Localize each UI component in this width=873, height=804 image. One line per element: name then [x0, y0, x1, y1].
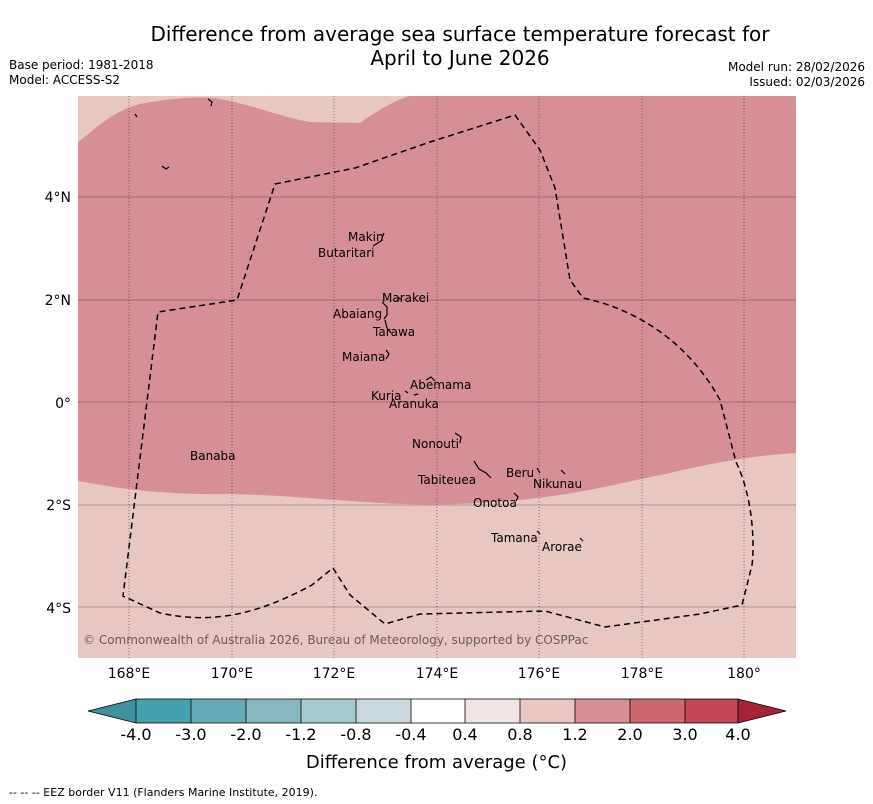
colorbar-swatch	[246, 699, 301, 723]
model-run: Model run: 28/02/2026	[727, 60, 865, 74]
colorbar-tick: -0.4	[395, 725, 426, 744]
map-panel: Makin Butaritari Marakei Abaiang Tarawa …	[78, 96, 796, 658]
colorbar-tick: 4.0	[725, 725, 750, 744]
place-label: Makin	[348, 230, 384, 244]
place-label: Arorae	[542, 540, 582, 554]
lon-tick-label: 168°E	[108, 666, 151, 682]
place-label: Beru	[506, 466, 534, 480]
colorbar-low-extend	[88, 699, 136, 723]
longitude-axis: 168°E 170°E 172°E 174°E 176°E 178°E 180°	[108, 666, 761, 682]
place-label: Maiana	[342, 350, 385, 364]
lat-tick-label: 4°N	[45, 190, 71, 206]
meta-right: Model run: 28/02/2026 Issued: 02/03/2026	[728, 60, 865, 90]
place-label: Nonouti	[412, 437, 459, 451]
place-label: Nikunau	[533, 477, 582, 491]
colorbar: -4.0 -3.0 -2.0 -1.2 -0.8 -0.4 0.4 0.8 1.…	[87, 698, 787, 744]
place-label: Tamana	[490, 531, 538, 545]
colorbar-outline	[87, 698, 787, 724]
colorbar-swatch	[411, 699, 465, 723]
lon-tick-label: 170°E	[211, 666, 254, 682]
colorbar-tick: 0.4	[452, 725, 477, 744]
colorbar-high-extend	[738, 699, 786, 723]
eez-border	[122, 114, 754, 628]
colorbar-tick: 0.8	[507, 725, 532, 744]
model-name: Model: ACCESS-S2	[9, 73, 121, 87]
colorbar-swatch	[465, 699, 520, 723]
colorbar-tick: -4.0	[120, 725, 151, 744]
colorbar-swatch	[630, 699, 685, 723]
colorbar-tick: -3.0	[175, 725, 206, 744]
lon-tick-label: 178°E	[621, 666, 664, 682]
place-label: Onotoa	[473, 496, 517, 510]
eez-legend-note: -- -- -- EEZ border V11 (Flanders Marine…	[9, 786, 318, 799]
colorbar-swatch	[575, 699, 630, 723]
map-title: Difference from average sea surface temp…	[80, 22, 840, 70]
place-label: Abemama	[410, 378, 471, 392]
base-period: Base period: 1981-2018	[9, 58, 154, 72]
colorbar-tick: -1.2	[285, 725, 316, 744]
colorbar-swatch	[356, 699, 411, 723]
place-label: Kuria	[371, 389, 402, 403]
place-label: Butaritari	[318, 246, 375, 260]
colorbar-swatch	[191, 699, 246, 723]
place-label: Banaba	[190, 449, 236, 463]
place-labels: Makin Butaritari Marakei Abaiang Tarawa …	[190, 230, 582, 554]
colorbar-tick: -2.0	[230, 725, 261, 744]
colorbar-tick: -0.8	[340, 725, 371, 744]
colorbar-swatch	[685, 699, 738, 723]
place-label: Abaiang	[333, 307, 382, 321]
place-label: Tabiteuea	[417, 473, 476, 487]
map-title-line2: April to June 2026	[370, 46, 550, 70]
lat-tick-label: 2°N	[45, 293, 71, 309]
copyright-notice: © Commonwealth of Australia 2026, Bureau…	[83, 633, 588, 647]
colorbar-tick-labels: -4.0 -3.0 -2.0 -1.2 -0.8 -0.4 0.4 0.8 1.…	[120, 725, 750, 744]
colorbar-tick: 1.2	[562, 725, 587, 744]
lat-tick-label: 2°S	[46, 498, 71, 514]
lat-tick-label: 4°S	[46, 601, 71, 617]
lon-tick-label: 180°	[727, 666, 761, 682]
longitude-gridlines	[128, 96, 745, 658]
meta-left: Base period: 1981-2018 Model: ACCESS-S2	[9, 58, 154, 88]
colorbar-swatch	[520, 699, 575, 723]
map-title-line1: Difference from average sea surface temp…	[150, 22, 770, 46]
place-label: Aranuka	[389, 397, 439, 411]
place-label: Tarawa	[372, 325, 415, 339]
colorbar-title: Difference from average (°C)	[305, 752, 568, 773]
colorbar-tick: 3.0	[672, 725, 697, 744]
place-label: Marakei	[382, 291, 429, 305]
latitude-axis: 4°N 2°N 0° 2°S 4°S	[45, 190, 72, 617]
lon-tick-label: 172°E	[313, 666, 356, 682]
lon-tick-label: 174°E	[416, 666, 459, 682]
colorbar-tick: 2.0	[617, 725, 642, 744]
lon-tick-label: 176°E	[518, 666, 561, 682]
colorbar-swatch	[136, 699, 191, 723]
lat-tick-label: 0°	[55, 396, 71, 412]
colorbar-swatch	[301, 699, 356, 723]
issued-date: Issued: 02/03/2026	[749, 75, 865, 89]
island-outlines	[134, 98, 584, 542]
